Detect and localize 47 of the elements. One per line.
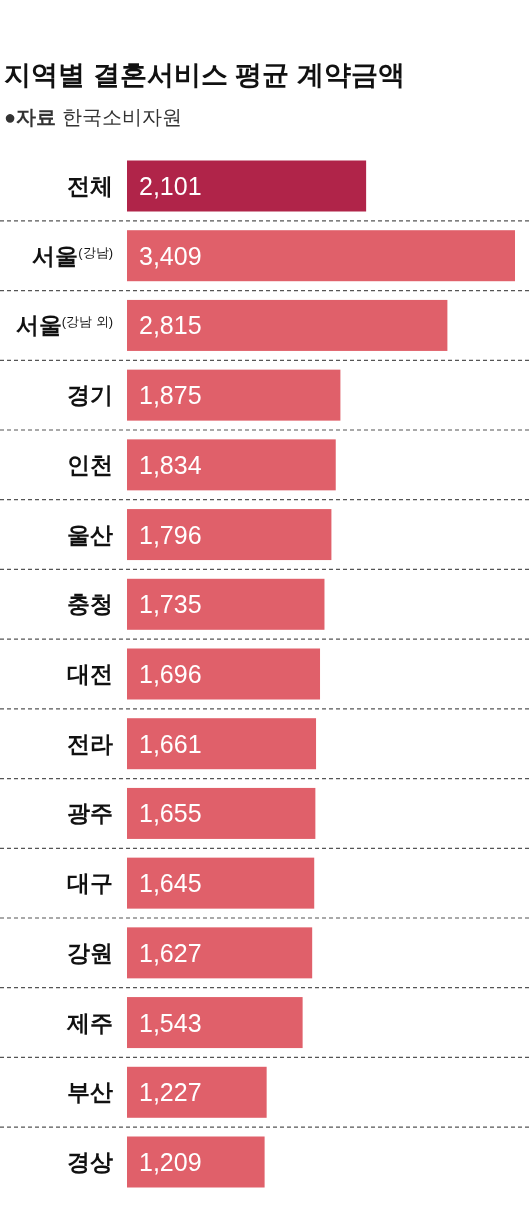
data-label: 1,735 xyxy=(139,590,202,619)
y-tick-label: 충청 xyxy=(67,591,113,618)
bar xyxy=(127,857,315,909)
bar xyxy=(127,1136,265,1188)
bar xyxy=(127,648,321,700)
data-label: 1,627 xyxy=(139,938,202,967)
data-label: 1,655 xyxy=(139,799,202,828)
y-tick-label: 전라 xyxy=(67,730,113,757)
y-tick-label: 대구 xyxy=(67,870,113,897)
data-label: 3,409 xyxy=(139,241,202,270)
bar xyxy=(127,787,316,839)
text: ●자료 한국소비자원 xyxy=(4,106,182,128)
y-tick-label: 부산 xyxy=(67,1079,113,1106)
data-label: 1,661 xyxy=(139,729,202,758)
data-label: 1,209 xyxy=(139,1148,202,1176)
y-tick-label: 서울$^{(강남 외)}$ xyxy=(15,312,113,339)
bar xyxy=(127,439,336,491)
bar xyxy=(127,718,317,770)
bar xyxy=(127,578,325,630)
data-label: 1,645 xyxy=(139,869,202,898)
bar xyxy=(127,927,313,979)
y-tick-label: 대전 xyxy=(67,661,113,687)
y-tick-label: 경기 xyxy=(67,382,113,409)
data-label: 1,227 xyxy=(139,1078,202,1107)
data-label: 1,834 xyxy=(139,450,202,479)
data-label: 2,815 xyxy=(139,311,202,340)
bar xyxy=(127,509,332,561)
data-label: 1,875 xyxy=(139,381,202,410)
y-tick-label: 서울$^{(강남)}$ xyxy=(32,242,113,269)
bar xyxy=(127,230,515,282)
y-tick-label: 제주 xyxy=(66,1009,113,1036)
y-tick-label: 광주 xyxy=(67,800,113,827)
y-tick-label: 인천 xyxy=(67,451,113,478)
y-tick-label: 경상 xyxy=(67,1149,113,1175)
data-label: 1,796 xyxy=(139,520,202,549)
y-tick-label: 전체 xyxy=(67,173,113,199)
y-tick-label: 울산 xyxy=(67,521,113,548)
data-label: 1,543 xyxy=(139,1008,202,1037)
data-label: 2,101 xyxy=(139,172,202,200)
bar xyxy=(127,1066,267,1118)
bar xyxy=(127,997,303,1049)
chart-title: 지역별 결혼서비스 평균 계약금액 xyxy=(4,60,405,90)
bar xyxy=(127,160,367,212)
y-tick-label: 강원 xyxy=(67,939,113,966)
bar xyxy=(127,369,341,421)
data-label: 1,696 xyxy=(139,660,202,688)
bar xyxy=(127,299,448,351)
